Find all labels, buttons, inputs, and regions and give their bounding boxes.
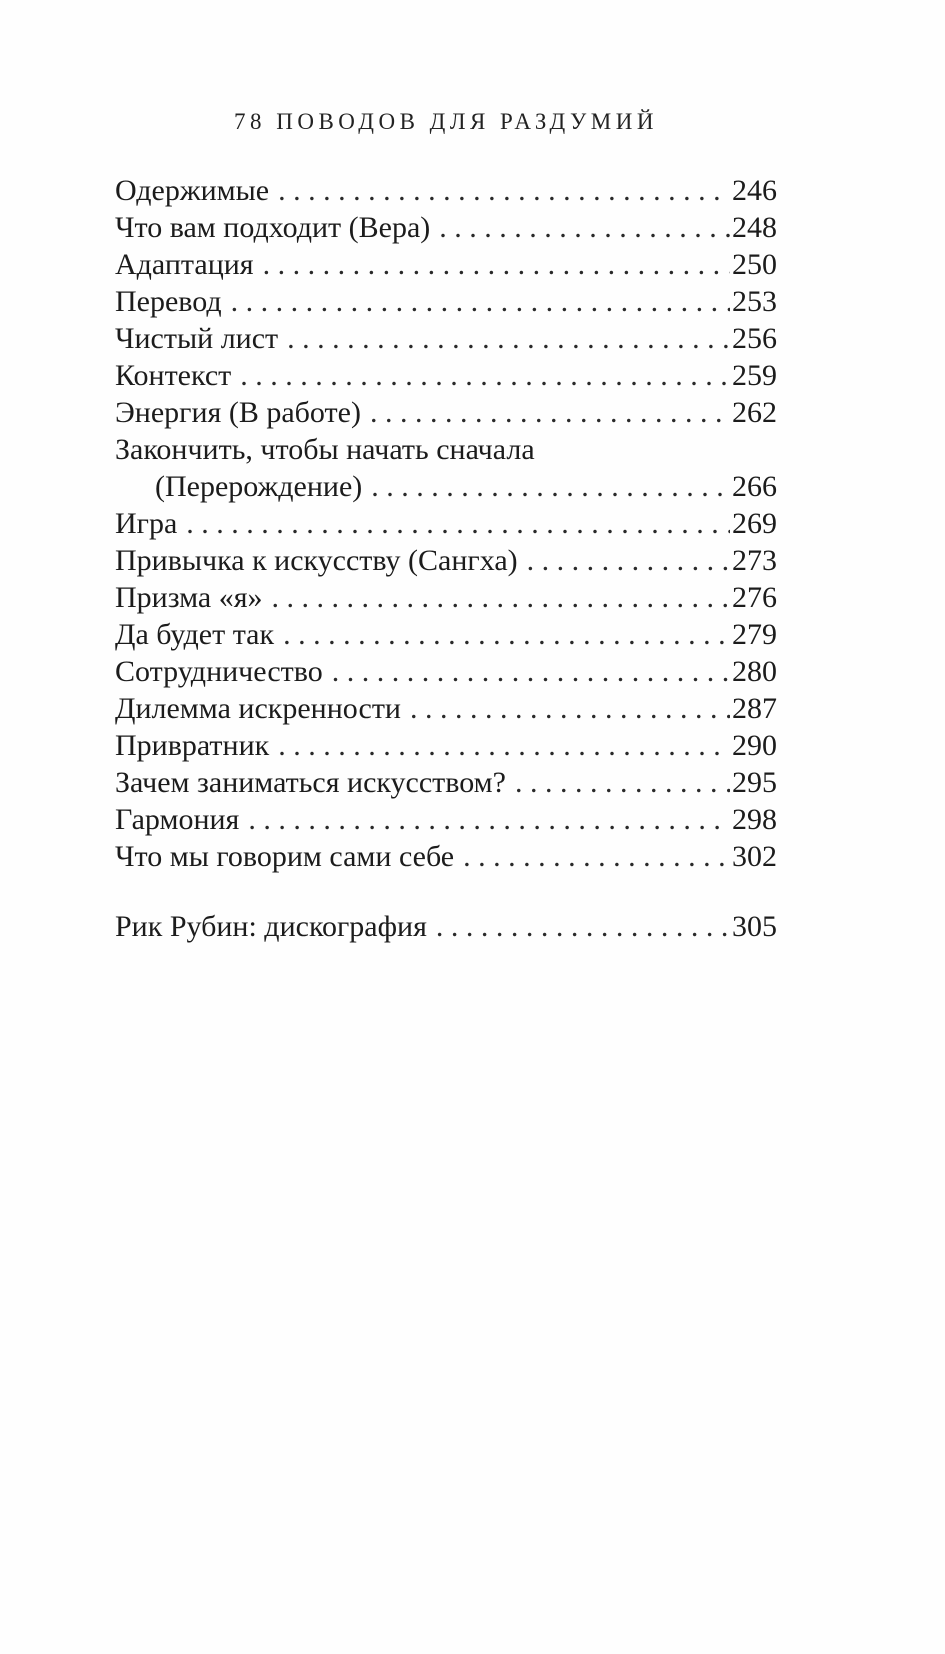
toc-entry-title: Адаптация — [115, 248, 254, 281]
toc-entry-title: Сотрудничество — [115, 655, 323, 688]
toc-entry: Закончить, чтобы начать сначала — [115, 431, 777, 468]
dot-leader — [410, 690, 730, 727]
dot-leader — [186, 505, 730, 542]
dot-leader — [436, 908, 730, 945]
toc-entry: Игра 269 — [115, 505, 777, 542]
toc-entry-title: Привратник — [115, 729, 270, 762]
toc-entry-title: Привычка к искусству (Сангха) — [115, 544, 518, 577]
toc-entry: Гармония 298 — [115, 801, 777, 838]
toc-entry-title: Контекст — [115, 359, 232, 392]
toc-entry-page: 276 — [732, 581, 777, 614]
toc-entry-title: Чистый лист — [115, 322, 279, 355]
dot-leader — [287, 320, 730, 357]
toc-entry-page: 266 — [732, 470, 777, 503]
toc-entry: Дилемма искренности 287 — [115, 690, 777, 727]
toc-entry: Призма «я» 276 — [115, 579, 777, 616]
running-head: 78 ПОВОДОВ ДЛЯ РАЗДУМИЙ — [234, 109, 658, 134]
toc-entry-continuation: (Перерождение) 266 — [115, 468, 777, 505]
dot-leader — [240, 357, 730, 394]
toc-entry-page: 302 — [732, 840, 777, 873]
dot-leader — [370, 394, 730, 431]
toc-entry-page: 280 — [732, 655, 777, 688]
toc-entry: Перевод 253 — [115, 283, 777, 320]
toc-entry-title: Гармония — [115, 803, 240, 836]
toc-entry-title: Рик Рубин: дискография — [115, 910, 427, 943]
dot-leader — [371, 468, 730, 505]
toc-entry-page: 305 — [732, 910, 777, 943]
toc-entry-page: 256 — [732, 322, 777, 355]
dot-leader — [527, 542, 730, 579]
toc-entry-title: Энергия (В работе) — [115, 396, 361, 429]
toc-entry-discography: Рик Рубин: дискография 305 — [115, 908, 777, 945]
toc-entry: Адаптация 250 — [115, 246, 777, 283]
toc-entry-page: 250 — [732, 248, 777, 281]
toc-entry-page: 287 — [732, 692, 777, 725]
toc-entry-page: 279 — [732, 618, 777, 651]
toc-entry: Привычка к искусству (Сангха) 273 — [115, 542, 777, 579]
toc-entry-page: 246 — [732, 174, 777, 207]
table-of-contents: Одержимые 246 Что вам подходит (Вера) 24… — [115, 172, 777, 945]
toc-entry: Зачем заниматься искусством? 295 — [115, 764, 777, 801]
dot-leader — [463, 838, 730, 875]
dot-leader — [272, 579, 730, 616]
toc-entry: Привратник 290 — [115, 727, 777, 764]
toc-entry-page: 290 — [732, 729, 777, 762]
toc-entry: Одержимые 246 — [115, 172, 777, 209]
dot-leader — [248, 801, 730, 838]
toc-entry-page: 262 — [732, 396, 777, 429]
toc-entry: Что вам подходит (Вера) 248 — [115, 209, 777, 246]
toc-entry-page: 259 — [732, 359, 777, 392]
toc-entry-title: Перевод — [115, 285, 222, 318]
toc-entry-title: Игра — [115, 507, 178, 540]
dot-leader — [283, 616, 730, 653]
dot-leader — [278, 172, 730, 209]
toc-entry-title-line2: (Перерождение) — [155, 470, 363, 503]
toc-entry: Да будет так 279 — [115, 616, 777, 653]
toc-entry: Контекст 259 — [115, 357, 777, 394]
toc-entry: Что мы говорим сами себе 302 — [115, 838, 777, 875]
dot-leader — [515, 764, 730, 801]
toc-entry: Сотрудничество 280 — [115, 653, 777, 690]
dot-leader — [231, 283, 730, 320]
dot-leader — [332, 653, 730, 690]
dot-leader — [278, 727, 730, 764]
toc-entry-title: Закончить, чтобы начать сначала — [115, 433, 535, 466]
toc-entry-title: Да будет так — [115, 618, 275, 651]
toc-entry: Энергия (В работе) 262 — [115, 394, 777, 431]
dot-leader — [263, 246, 730, 283]
toc-entry-page: 248 — [732, 211, 777, 244]
dot-leader — [439, 209, 730, 246]
toc-entry-title: Одержимые — [115, 174, 270, 207]
toc-entry-page: 298 — [732, 803, 777, 836]
toc-entry-page: 273 — [732, 544, 777, 577]
toc-entry-title: Что вам подходит (Вера) — [115, 211, 431, 244]
page-content: 78 ПОВОДОВ ДЛЯ РАЗДУМИЙ Одержимые 246 Чт… — [0, 0, 945, 945]
toc-entry-page: 295 — [732, 766, 777, 799]
toc-entry: Чистый лист 256 — [115, 320, 777, 357]
toc-entry-title: Зачем заниматься искусством? — [115, 766, 506, 799]
toc-entry-title: Дилемма искренности — [115, 692, 401, 725]
toc-entry-page: 253 — [732, 285, 777, 318]
toc-entry-title: Призма «я» — [115, 581, 263, 614]
toc-entry-page: 269 — [732, 507, 777, 540]
toc-entry-title: Что мы говорим сами себе — [115, 840, 455, 873]
